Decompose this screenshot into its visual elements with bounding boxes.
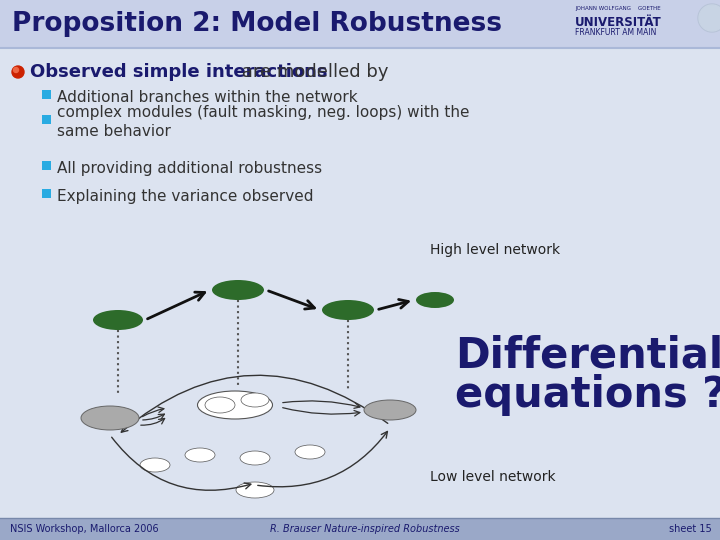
Ellipse shape: [236, 482, 274, 498]
Text: Explaining the variance observed: Explaining the variance observed: [57, 188, 313, 204]
Text: FRANKFURT AM MAIN: FRANKFURT AM MAIN: [575, 28, 657, 37]
Bar: [0, 0, 720, 48]
Ellipse shape: [241, 393, 269, 407]
Circle shape: [699, 5, 720, 31]
Ellipse shape: [197, 391, 272, 419]
Text: equations ?: equations ?: [455, 374, 720, 416]
Text: Additional branches within the network: Additional branches within the network: [57, 90, 358, 105]
Text: Proposition 2: Model Robustness: Proposition 2: Model Robustness: [12, 11, 502, 37]
Bar: [42, 189, 51, 198]
Ellipse shape: [322, 300, 374, 320]
Bar: [42, 115, 51, 124]
Ellipse shape: [416, 292, 454, 308]
Ellipse shape: [93, 310, 143, 330]
Bar: [42, 90, 51, 99]
Text: complex modules (fault masking, neg. loops) with the
same behavior: complex modules (fault masking, neg. loo…: [57, 105, 469, 139]
Ellipse shape: [81, 406, 139, 430]
Text: R. Brauser Nature-inspired Robustness: R. Brauser Nature-inspired Robustness: [270, 524, 460, 534]
Bar: [0, 518, 720, 540]
Text: NSIS Workshop, Mallorca 2006: NSIS Workshop, Mallorca 2006: [10, 524, 158, 534]
Text: sheet 15: sheet 15: [670, 524, 712, 534]
Circle shape: [698, 4, 720, 32]
Text: are modelled by: are modelled by: [236, 63, 388, 81]
Bar: [42, 161, 51, 170]
Text: Observed simple interactions: Observed simple interactions: [30, 63, 328, 81]
Ellipse shape: [364, 400, 416, 420]
Ellipse shape: [295, 445, 325, 459]
Ellipse shape: [212, 280, 264, 300]
Ellipse shape: [205, 397, 235, 413]
Circle shape: [12, 66, 24, 78]
Text: High level network: High level network: [430, 243, 560, 257]
Text: Low level network: Low level network: [430, 470, 556, 484]
Circle shape: [14, 68, 19, 72]
Ellipse shape: [185, 448, 215, 462]
Ellipse shape: [140, 458, 170, 472]
Text: Differential: Differential: [455, 334, 720, 376]
Text: JOHANN WOLFGANG    GOETHE: JOHANN WOLFGANG GOETHE: [575, 6, 661, 11]
Ellipse shape: [240, 451, 270, 465]
Text: All providing additional robustness: All providing additional robustness: [57, 160, 322, 176]
Text: UNIVERSITÄT: UNIVERSITÄT: [575, 16, 662, 29]
